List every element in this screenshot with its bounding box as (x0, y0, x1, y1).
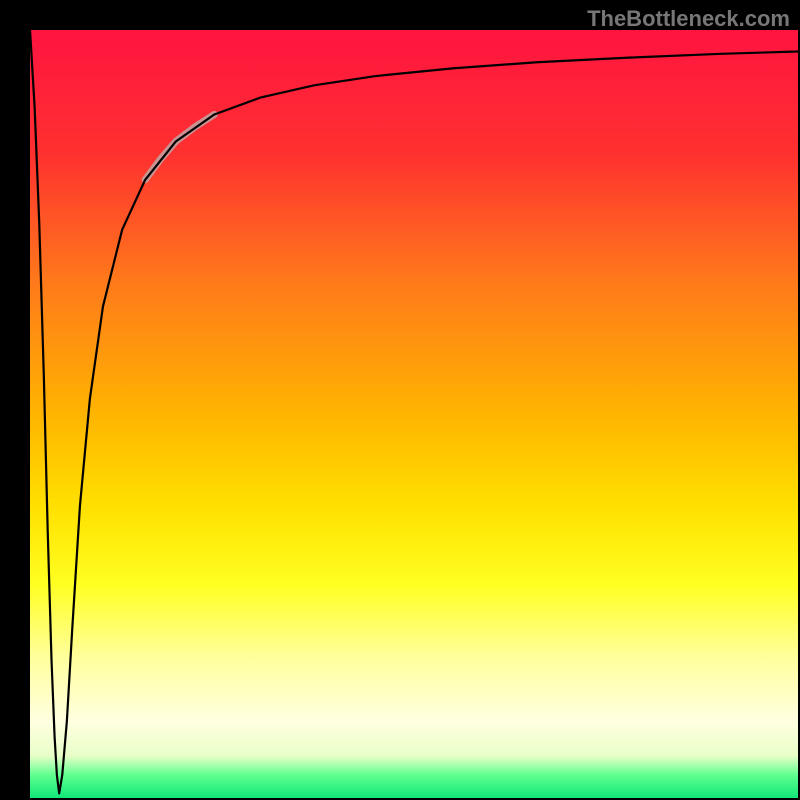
watermark-text: TheBottleneck.com (587, 6, 790, 32)
bottleneck-chart: TheBottleneck.com (0, 0, 800, 800)
chart-svg (0, 0, 800, 800)
plot-background (30, 30, 798, 798)
